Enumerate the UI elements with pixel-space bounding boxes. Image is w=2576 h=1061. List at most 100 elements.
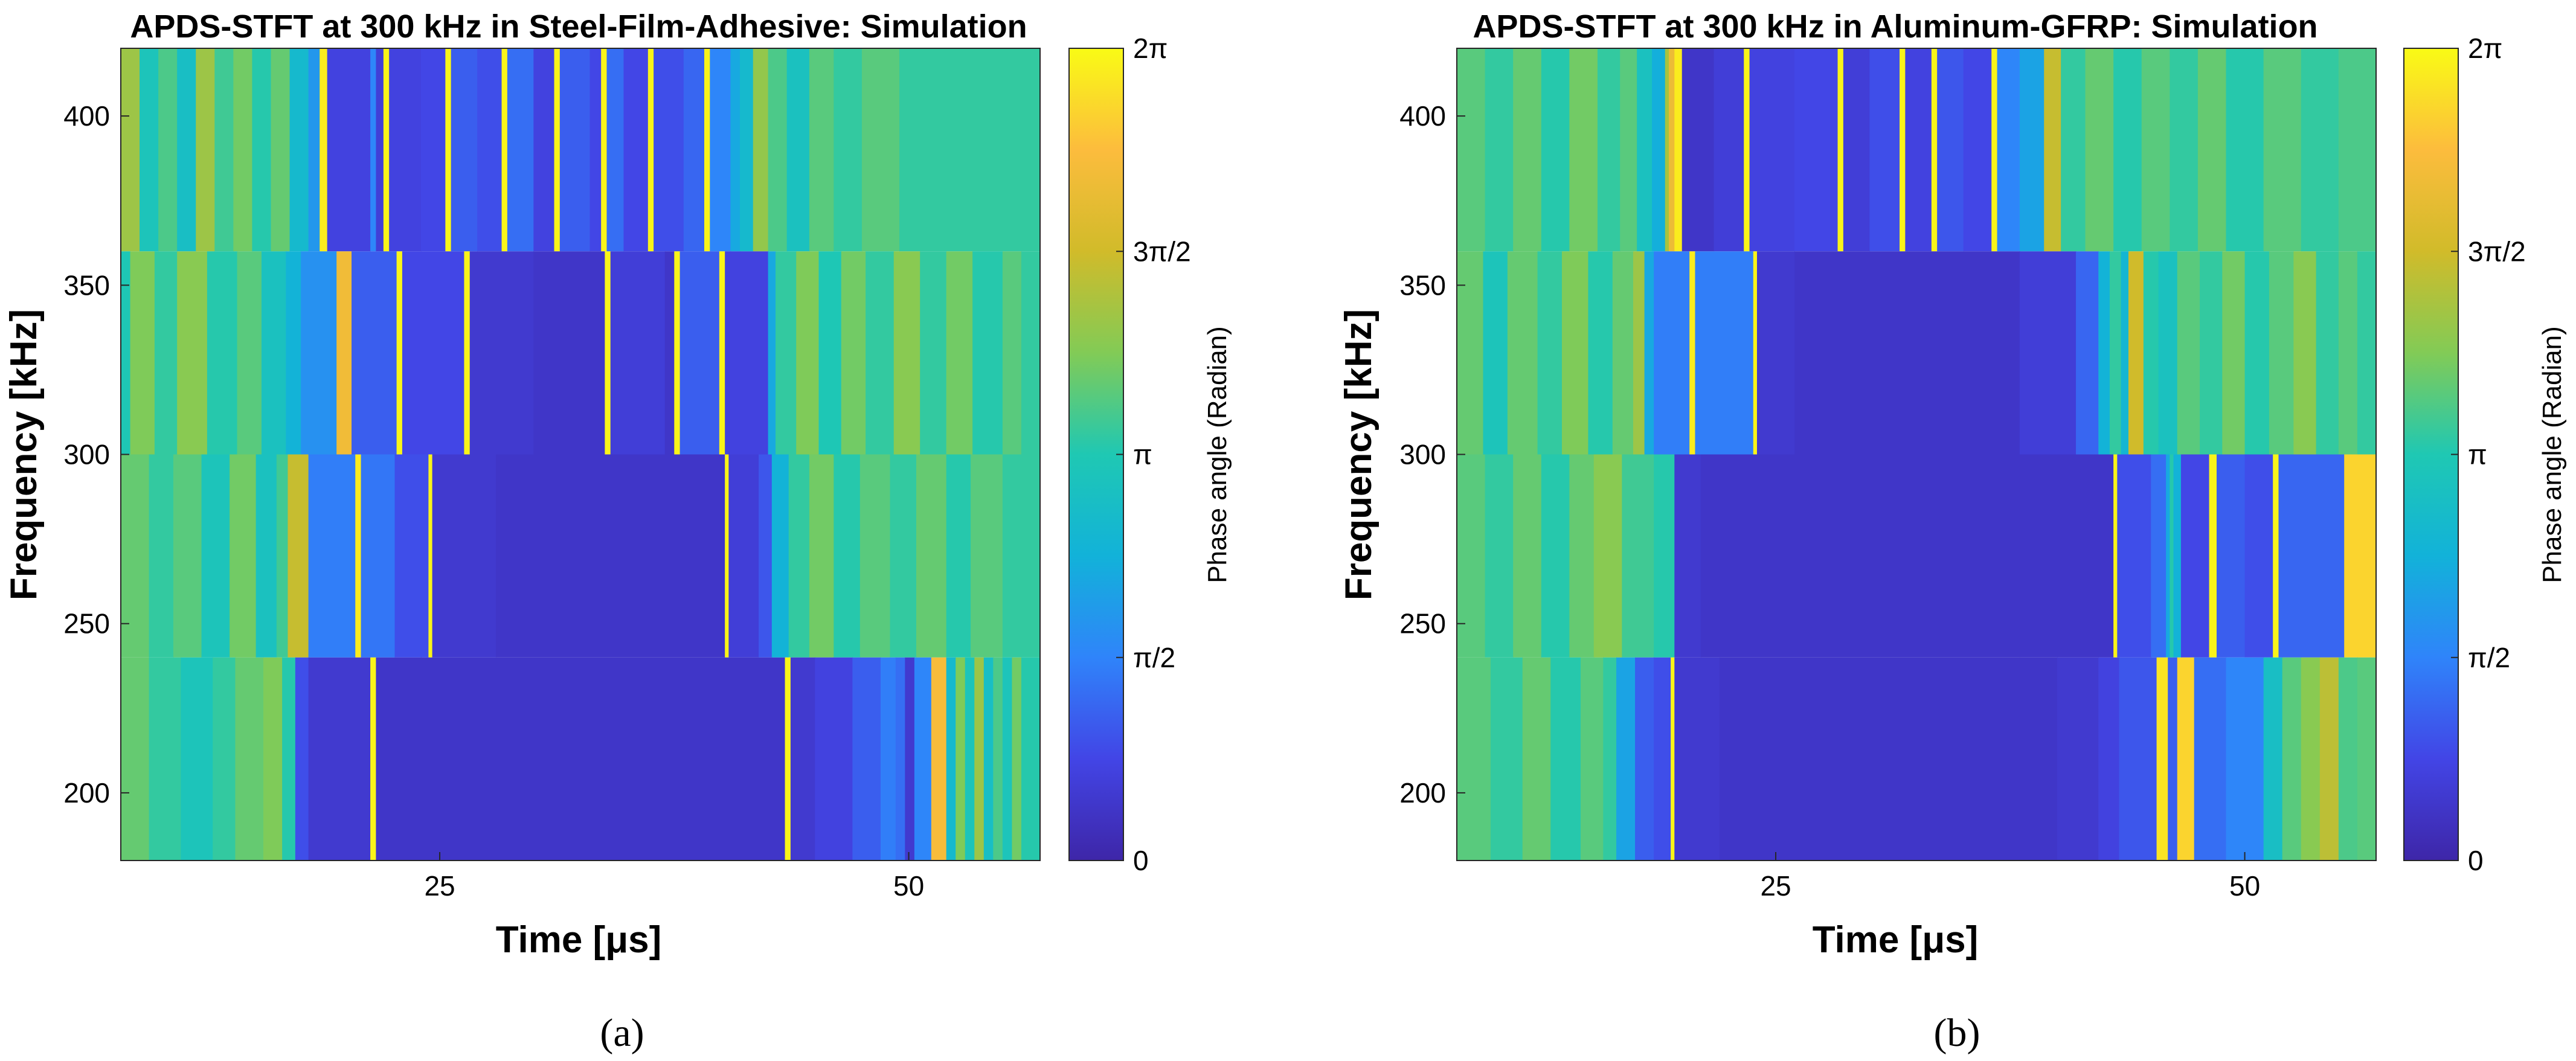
heatmap-cell — [2098, 251, 2110, 455]
heatmap-cell — [725, 251, 769, 455]
colorbar-tick-label: π/2 — [2468, 642, 2510, 673]
heatmap-cell — [866, 251, 895, 455]
chart-b-colorbar-label: Phase angle (Radian) — [2537, 326, 2567, 583]
heatmap-cell — [445, 48, 452, 252]
colorbar-scale — [1068, 48, 1124, 861]
heatmap-cell — [2344, 454, 2358, 658]
heatmap-cell — [286, 251, 301, 455]
heatmap-cell — [2166, 454, 2171, 658]
heatmap-cell — [559, 48, 591, 252]
heatmap-cell — [818, 251, 842, 455]
heatmap-cell — [1700, 454, 2020, 658]
heatmap-cell — [1869, 48, 1900, 252]
heatmap-cell — [1753, 251, 1758, 455]
heatmap-cell — [1457, 48, 1486, 252]
heatmap-cell — [2278, 454, 2345, 658]
heatmap-cell — [308, 48, 321, 252]
heatmap-cell — [1522, 657, 1552, 861]
heatmap-cell — [464, 251, 471, 455]
heatmap-cell — [2226, 657, 2264, 861]
heatmap-cell — [965, 657, 975, 861]
heatmap-cell — [1668, 48, 1675, 252]
heatmap-cell — [2128, 251, 2144, 455]
heatmap-cell — [893, 251, 921, 455]
heatmap-cell — [1021, 657, 1041, 861]
heatmap-cell — [320, 48, 328, 252]
heatmap-cell — [2244, 251, 2270, 455]
heatmap-cell — [1681, 48, 1715, 252]
heatmap-cell — [841, 251, 866, 455]
heatmap-cell — [730, 48, 740, 252]
y-tick-label: 250 — [63, 608, 110, 639]
heatmap-cell — [2076, 251, 2099, 455]
heatmap-cell — [271, 48, 291, 252]
heatmap-cell — [1620, 48, 1637, 252]
heatmap-cell — [1550, 657, 1581, 861]
colorbar-tick-label: 3π/2 — [1133, 236, 1191, 267]
heatmap-cell — [158, 48, 178, 252]
heatmap-cell — [2301, 657, 2321, 861]
heatmap-cell — [664, 251, 675, 455]
heatmap-cell — [890, 454, 917, 658]
heatmap-cell — [214, 48, 234, 252]
heatmap-cell — [1654, 657, 1671, 861]
heatmap-cell — [834, 48, 862, 252]
y-tick-label: 400 — [1399, 100, 1446, 132]
heatmap-cell — [295, 657, 309, 861]
chart-b-xlabel: Time [μs] — [1813, 919, 1979, 961]
heatmap-cell — [287, 454, 309, 658]
heatmap-cell — [2263, 657, 2283, 861]
colorbar-tick-label: π — [2468, 439, 2487, 470]
heatmap-cell — [2170, 454, 2174, 658]
heatmap-cell — [1002, 454, 1041, 658]
heatmap-cell — [1749, 48, 1795, 252]
heatmap-cell — [2301, 48, 2339, 252]
heatmap-cell — [1991, 48, 1998, 252]
heatmap-cell — [1622, 454, 1654, 658]
colorbar-tick-label: π/2 — [1133, 642, 1175, 673]
heatmap-cell — [276, 454, 289, 658]
heatmap-cell — [477, 48, 503, 252]
heatmap-cell — [396, 251, 403, 455]
heatmap-cell — [1485, 48, 1514, 252]
heatmap-cell — [2119, 657, 2157, 861]
heatmap-cell — [394, 454, 429, 658]
chart-b-ylabel: Frequency [kHz] — [1338, 309, 1380, 600]
x-tick-label: 25 — [424, 870, 455, 902]
heatmap-cell — [852, 657, 881, 861]
heatmap-cell — [1485, 454, 1514, 658]
heatmap-cell — [252, 48, 272, 252]
heatmap-cell — [1593, 454, 1623, 658]
heatmap-cell — [1581, 657, 1604, 861]
heatmap-cell — [355, 454, 362, 658]
heatmap-cell — [771, 454, 789, 658]
heatmap-cell — [1588, 251, 1613, 455]
heatmap-cell — [1513, 454, 1542, 658]
heatmap-cell — [207, 251, 238, 455]
heatmap-cell — [230, 454, 257, 658]
heatmap-cell — [255, 454, 277, 658]
heatmap-cell — [704, 48, 711, 252]
y-tick-label: 400 — [63, 100, 110, 132]
chart-a-xlabel: Time [μs] — [496, 919, 662, 961]
heatmap-cell — [428, 454, 433, 658]
heatmap-cell — [301, 251, 338, 455]
heatmap-cell — [1637, 48, 1653, 252]
heatmap-cell — [710, 48, 731, 252]
y-tick-label: 250 — [1399, 608, 1446, 639]
chart-a-ylabel: Frequency [kHz] — [3, 309, 45, 600]
heatmap-cell — [2200, 251, 2223, 455]
heatmap-cell — [993, 657, 1003, 861]
heatmap-cell — [1644, 251, 1654, 455]
heatmap-cell — [2141, 48, 2171, 252]
heatmap-cell — [971, 454, 1003, 658]
chart-b-title: APDS-STFT at 300 kHz in Aluminum-GFRP: S… — [1473, 8, 2317, 45]
heatmap-cell — [1756, 251, 1795, 455]
heatmap-cell — [1633, 251, 1645, 455]
heatmap-cell — [1843, 48, 1871, 252]
heatmap-cell — [370, 48, 377, 252]
heatmap-cell — [1569, 48, 1598, 252]
heatmap-cell — [920, 251, 947, 455]
heatmap-cell — [610, 251, 666, 455]
heatmap-cell — [2263, 48, 2302, 252]
